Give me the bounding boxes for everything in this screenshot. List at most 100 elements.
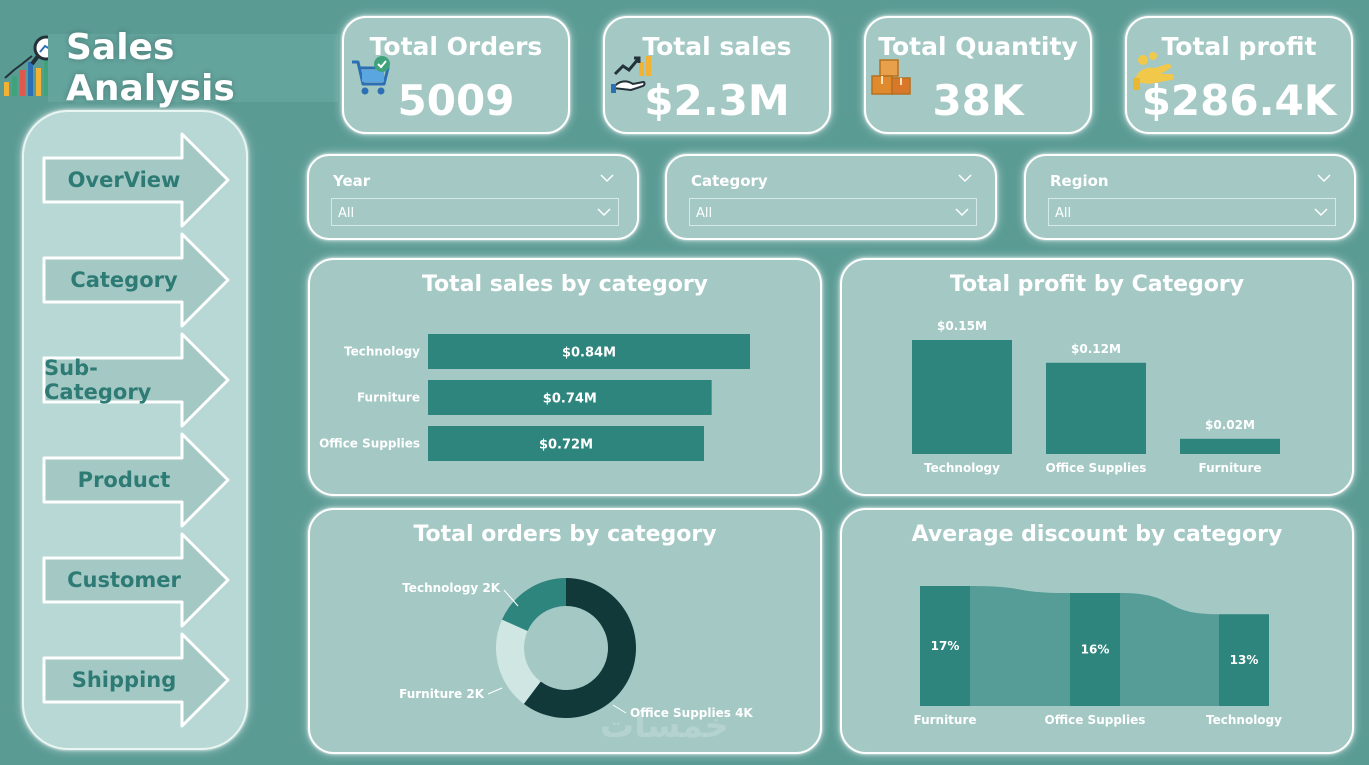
leader-line [612, 704, 627, 714]
leader-line [503, 589, 519, 607]
filter-value: All [1055, 206, 1072, 221]
arrow-right-icon [42, 332, 230, 428]
data-label: $0.15M [937, 319, 987, 333]
tick-label: Technology [344, 345, 420, 359]
bar [1070, 593, 1120, 706]
chart-title: Total sales by category [421, 272, 709, 297]
sales-bar-chart: Technology $0.84M Furniture $0.74M Office Su… [319, 334, 750, 461]
tick-label: Office Supplies [1045, 713, 1146, 727]
tick-label: Office Supplies [1046, 461, 1147, 475]
shopping-cart-icon [352, 56, 390, 95]
money-hand-icon [1133, 52, 1174, 90]
filter-label: Year [333, 172, 371, 190]
chevron-down-icon [597, 208, 611, 217]
kpi-title: Total sales [642, 32, 792, 61]
nav-button-customer[interactable]: Customer [42, 532, 234, 628]
filter-year: Year All [307, 154, 639, 240]
discount-ribbon-chart: 17% Furniture 16% Office Supplies 13% Technol… [913, 586, 1282, 727]
bar [912, 340, 1012, 454]
chart-title: Total profit by Category [949, 272, 1245, 297]
watermark: خمسات [600, 706, 729, 746]
bar [1046, 362, 1146, 454]
kpi-card-total-quantity: Total Quantity 38K [864, 16, 1092, 134]
bar [1180, 438, 1280, 454]
data-label: $0.84M [562, 346, 616, 361]
tick-label: Office Supplies [319, 437, 420, 451]
kpi-value: $2.3M [644, 76, 790, 125]
panel-profit-by-category: Total profit by Category $0.15M Technolog… [840, 258, 1354, 496]
filter-region: Region All [1024, 154, 1356, 240]
donut-slice [501, 578, 566, 631]
panel-orders-by-category: Total orders by category Office Supplies… [308, 508, 822, 754]
bar [920, 586, 970, 706]
panel-sales-by-category: Total sales by category Technology $0.84M… [308, 258, 822, 496]
data-label: 16% [1081, 643, 1110, 657]
tick-label: Technology [1206, 713, 1282, 727]
kpi-title: Total profit [1161, 32, 1317, 61]
kpi-card-total-orders: Total Orders 5009 [342, 16, 570, 134]
nav-button-sub-category[interactable]: Sub-Category [42, 332, 234, 428]
filter-value: All [338, 206, 355, 221]
filter-value: All [696, 206, 713, 221]
chevron-down-icon[interactable] [1316, 172, 1332, 184]
nav-label-customer: Customer [67, 568, 181, 592]
tick-label: Furniture [357, 391, 420, 405]
nav-label-category: Category [70, 268, 178, 292]
nav-button-overview[interactable]: OverView [42, 132, 234, 228]
profit-column-chart: $0.15M Technology $0.12M Office Supplies $0.… [912, 319, 1280, 475]
orders-donut-chart: Office Supplies 4K Furniture 2K Technology… [399, 578, 753, 720]
title-banner: Sales Analysis [48, 27, 338, 109]
data-label: Office Supplies 4K [630, 706, 753, 720]
kpi-card-total-profit: Total profit $286.4K [1125, 16, 1353, 134]
nav-button-category[interactable]: Category [42, 232, 234, 328]
nav-label-shipping: Shipping [71, 668, 177, 692]
data-label: $0.72M [539, 438, 593, 453]
donut-slice [523, 578, 636, 718]
data-label: $0.02M [1205, 418, 1255, 432]
chart-title: Total orders by category [413, 522, 717, 547]
kpi-value: $286.4K [1141, 76, 1337, 125]
tick-label: Technology [924, 461, 1000, 475]
kpi-title: Total Orders [369, 32, 543, 61]
arrow-right-icon [42, 532, 230, 628]
arrow-right-icon [42, 432, 230, 528]
data-label: 17% [931, 639, 960, 653]
nav-label-product: Product [77, 468, 171, 492]
chevron-down-icon [1314, 208, 1328, 217]
data-label: 13% [1230, 653, 1259, 667]
nav-label-overview: OverView [67, 168, 181, 192]
bar [1219, 614, 1269, 706]
data-label: Technology 2K [402, 581, 500, 595]
sidebar-nav: OverView Category Sub-Category Product C… [22, 110, 248, 750]
data-label: $0.74M [543, 392, 597, 407]
bar [428, 426, 704, 461]
chevron-down-icon [955, 208, 969, 217]
growth-hand-icon [611, 56, 651, 93]
arrow-right-icon [42, 232, 230, 328]
data-label: $0.12M [1071, 342, 1121, 356]
chevron-down-icon[interactable] [599, 172, 615, 184]
bar [428, 380, 712, 415]
chevron-down-icon[interactable] [957, 172, 973, 184]
arrow-right-icon [42, 132, 230, 228]
filter-dropdown-year[interactable]: All [331, 198, 619, 226]
arrow-right-icon [42, 632, 230, 728]
chart-title: Average discount by category [911, 522, 1283, 547]
filter-dropdown-region[interactable]: All [1048, 198, 1336, 226]
tick-label: Furniture [913, 713, 976, 727]
filter-label: Category [691, 172, 768, 190]
kpi-value: 38K [932, 76, 1024, 125]
kpi-value: 5009 [397, 76, 515, 125]
nav-label-sub-category: Sub-Category [44, 356, 152, 404]
data-label: Furniture 2K [399, 687, 485, 701]
panel-discount-by-category: Average discount by category 17% Furnitur… [840, 508, 1354, 754]
page-title: Sales Analysis [66, 27, 235, 109]
nav-button-product[interactable]: Product [42, 432, 234, 528]
filter-dropdown-category[interactable]: All [689, 198, 977, 226]
nav-button-shipping[interactable]: Shipping [42, 632, 234, 728]
donut-slice [496, 619, 541, 704]
leader-line [487, 687, 503, 695]
boxes-icon [871, 59, 911, 95]
filter-label: Region [1050, 172, 1109, 190]
kpi-card-total-sales: Total sales $2.3M [603, 16, 831, 134]
